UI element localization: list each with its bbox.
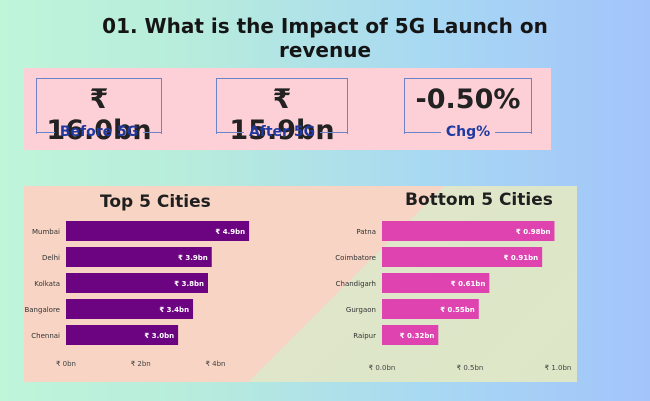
top-data-label: ₹ 3.4bn bbox=[159, 306, 189, 314]
top-data-label: ₹ 3.0bn bbox=[144, 332, 174, 340]
bottom-data-label: ₹ 0.55bn bbox=[440, 306, 475, 314]
kpi-value-after: ₹ 15.9bn bbox=[229, 84, 335, 146]
top-category-label: Chennai bbox=[31, 332, 60, 340]
top-category-label: Mumbai bbox=[32, 228, 60, 236]
bottom-category-label: Raipur bbox=[353, 332, 376, 340]
bottom-cities-title: Bottom 5 Cities bbox=[405, 190, 553, 210]
bottom-bar bbox=[382, 299, 479, 319]
top-data-label: ₹ 4.9bn bbox=[215, 228, 245, 236]
bottom-data-label: ₹ 0.91bn bbox=[504, 254, 539, 262]
top-bar bbox=[66, 299, 194, 319]
bottom-x-tick: ₹ 0.0bn bbox=[369, 364, 396, 372]
kpi-band: ₹ 16.0bn Before 5G ₹ 15.9bn After 5G -0.… bbox=[24, 68, 551, 150]
bottom-bar bbox=[382, 325, 439, 345]
bottom-bar bbox=[382, 273, 490, 293]
bottom-bar bbox=[382, 247, 543, 267]
top-bar bbox=[66, 221, 250, 241]
kpi-card-before: ₹ 16.0bn Before 5G bbox=[36, 78, 163, 146]
kpi-card-after: ₹ 15.9bn After 5G bbox=[216, 78, 348, 146]
bottom-category-label: Patna bbox=[356, 228, 376, 236]
bottom-data-label: ₹ 0.61bn bbox=[451, 280, 486, 288]
kpi-label-before: Before 5G bbox=[59, 124, 139, 140]
top-x-tick: ₹ 4bn bbox=[205, 360, 225, 368]
bottom-category-label: Gurgaon bbox=[346, 306, 376, 314]
kpi-label-change: Chg% bbox=[445, 124, 491, 140]
top-bar bbox=[66, 325, 179, 345]
top-x-tick: ₹ 0bn bbox=[56, 360, 76, 368]
kpi-card-change: -0.50% Chg% bbox=[404, 78, 533, 142]
bottom-category-label: Chandigarh bbox=[336, 280, 376, 288]
page-title: 01. What is the Impact of 5G Launch on r… bbox=[102, 14, 548, 62]
city-bar-charts: Mumbai ₹ 4.9bn Delhi ₹ 3.9bn Kolkata ₹ 3.8bn B… bbox=[24, 221, 572, 372]
top-cities-title: Top 5 Cities bbox=[100, 192, 211, 212]
top-data-label: ₹ 3.9bn bbox=[178, 254, 208, 262]
top-category-label: Delhi bbox=[42, 254, 60, 262]
top-bar bbox=[66, 273, 208, 293]
bottom-bar bbox=[382, 221, 555, 241]
top-x-tick: ₹ 2bn bbox=[131, 360, 151, 368]
bottom-data-label: ₹ 0.32bn bbox=[400, 332, 435, 340]
kpi-label-after: After 5G bbox=[248, 124, 316, 140]
bottom-data-label: ₹ 0.98bn bbox=[516, 228, 551, 236]
top-category-label: Bangalore bbox=[24, 306, 60, 314]
bottom-x-tick: ₹ 0.5bn bbox=[457, 364, 484, 372]
bottom-category-label: Coimbatore bbox=[335, 254, 376, 262]
bottom-x-tick: ₹ 1.0bn bbox=[545, 364, 572, 372]
top-category-label: Kolkata bbox=[34, 280, 60, 288]
top-data-label: ₹ 3.8bn bbox=[174, 280, 204, 288]
kpi-value-before: ₹ 16.0bn bbox=[46, 84, 152, 146]
kpi-value-change: -0.50% bbox=[415, 84, 521, 115]
cities-panel: Top 5 Cities Bottom 5 Cities Mumbai ₹ 4.9… bbox=[24, 186, 577, 382]
top-bar bbox=[66, 247, 212, 267]
